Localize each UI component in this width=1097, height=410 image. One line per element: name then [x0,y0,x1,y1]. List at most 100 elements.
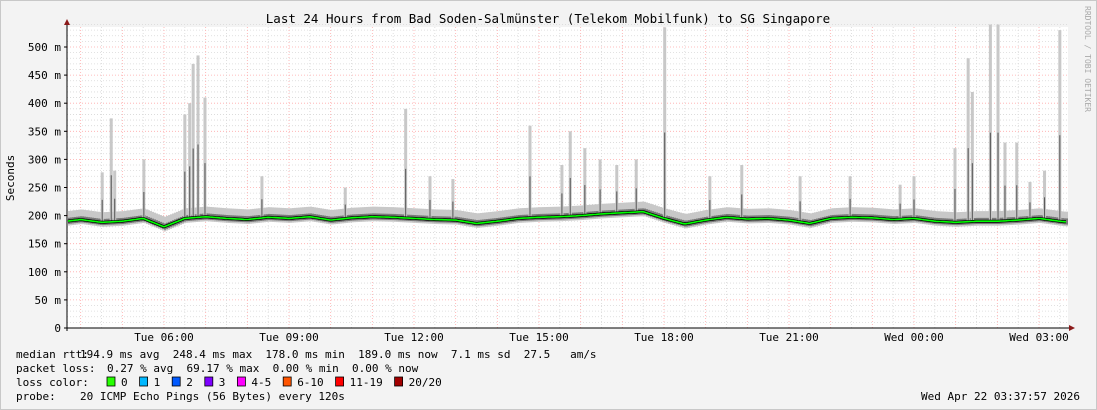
smoke-spike-core [1059,135,1061,222]
smoke-spike-core [599,189,601,215]
probe-description: 20 ICMP Echo Pings (56 Bytes) every 120s [80,390,345,403]
smoke-spike-core [1016,185,1018,221]
smoke-spike [848,176,852,218]
smoke-spike [100,172,104,223]
smoke-spike-core [192,148,194,218]
loss-color-item-label: 4-5 [251,376,271,389]
smoke-spike [528,125,532,218]
y-tick-label: 500 m [28,41,61,54]
x-tick-labels: Tue 06:00 Tue 09:00 Tue 12:00 Tue 15:00 Tue … [134,331,1069,344]
smoke-spike [740,165,744,219]
smoke-spike [428,176,432,220]
loss-color-swatch [204,376,214,387]
smoke-spike [260,176,264,218]
x-tick-label: Tue 18:00 [634,331,694,344]
smoke-spike-core [664,132,666,219]
smoke-spike-core [405,168,407,218]
smoke-spike [142,159,146,219]
smoke-spike [1003,142,1007,221]
smoke-spike-core [101,199,103,223]
smoke-spike-core [849,198,851,218]
smoke-spike [898,184,902,220]
packet-loss-stats: 0.27 % avg 69.17 % max 0.00 % min 0.00 %… [107,362,419,375]
smoke-spike [953,148,957,223]
y-tick-label: 350 m [28,125,61,138]
smoke-spike-core [143,192,145,219]
x-tick-label: Tue 15:00 [509,331,569,344]
smoke-spike-core [110,175,112,222]
chart-title: Last 24 Hours from Bad Soden-Salmünster … [266,11,830,26]
smoke-spike-core [635,188,637,213]
smoke-spike [583,148,587,216]
loss-color-item-label: 3 [219,376,226,389]
x-tick-label: Tue 21:00 [759,331,819,344]
smoke-spike-core [954,188,956,223]
loss-color-item-label: 1 [154,376,161,389]
probe-label: probe: [16,390,56,403]
smoke-spike [109,118,113,222]
smoke-spike [191,63,195,218]
smoke-spike [560,165,564,217]
smoke-spike [113,170,117,222]
smoke-spike [196,55,200,218]
y-tick-labels: 0 50 m 100 m 150 m 200 m 250 m 300 m 350 m 400 m… [28,41,67,335]
y-tick-label: 250 m [28,182,61,195]
smoke-spike-core [529,176,531,218]
median-rtt-stats: 194.9 ms avg 248.4 ms max 178.0 ms min 1… [80,348,597,361]
smoke-spike-core [997,132,999,222]
smoke-spike [1058,30,1062,222]
y-tick-label: 50 m [35,294,62,307]
smoke-spike [708,176,712,220]
smoke-spike [343,187,347,219]
smoke-spike-core [1044,197,1046,220]
smoke-spike-core [452,201,454,221]
loss-color-item-label: 6-10 [297,376,324,389]
smoke-spike [798,176,802,222]
timestamp: Wed Apr 22 03:37:57 2026 [921,390,1080,403]
loss-color-item-label: 0 [121,376,128,389]
smoke-spike-core [569,177,571,217]
smoke-spike [996,24,1000,222]
smoke-spike [188,103,192,219]
smoke-spike-core [184,171,186,219]
smoke-spike [203,97,207,217]
smoke-spike-core [204,163,206,217]
smoke-spike [663,27,667,219]
smoke-spike [183,114,187,219]
packet-loss-label: packet loss: [16,362,95,375]
y-tick-label: 0 [54,322,61,335]
smoke-spike-core [1004,185,1006,221]
x-axis-arrow [1069,325,1075,331]
smoke-spike-core [261,199,263,218]
y-tick-label: 200 m [28,210,61,223]
smoke-spike [1015,142,1019,221]
smoke-spike-core [429,199,431,220]
smoke-spike-core [989,132,991,222]
smoke-spike [568,131,572,217]
y-tick-label: 300 m [28,153,61,166]
x-tick-label: Tue 12:00 [384,331,444,344]
smoke-spike-core [1029,202,1031,220]
y-tick-label: 150 m [28,238,61,251]
smoke-spike-core [899,203,901,220]
y-axis-label: Seconds [4,155,17,201]
y-tick-label: 400 m [28,97,61,110]
loss-color-swatch [106,376,116,387]
smoke-spike [404,108,408,218]
smoke-spike [615,165,619,214]
smoke-spike [970,91,974,222]
loss-color-label: loss color: [16,376,89,389]
smoke-spike [1043,170,1047,220]
smoke-spike-core [561,193,563,217]
loss-color-swatch [335,376,345,387]
smoke-spike-core [344,204,346,219]
median-rtt-line [67,210,1067,228]
loss-color-swatch [282,376,292,387]
rrdtool-watermark: RRDTOOL / TOBI OETIKER [1083,6,1092,112]
smoke-spike [912,176,916,219]
x-tick-label: Tue 09:00 [259,331,319,344]
median-rtt-label: median rtt: [16,348,89,361]
smoke-spike-core [709,200,711,220]
smoke-spike-core [584,185,586,216]
smoke-spike-core [197,144,199,218]
